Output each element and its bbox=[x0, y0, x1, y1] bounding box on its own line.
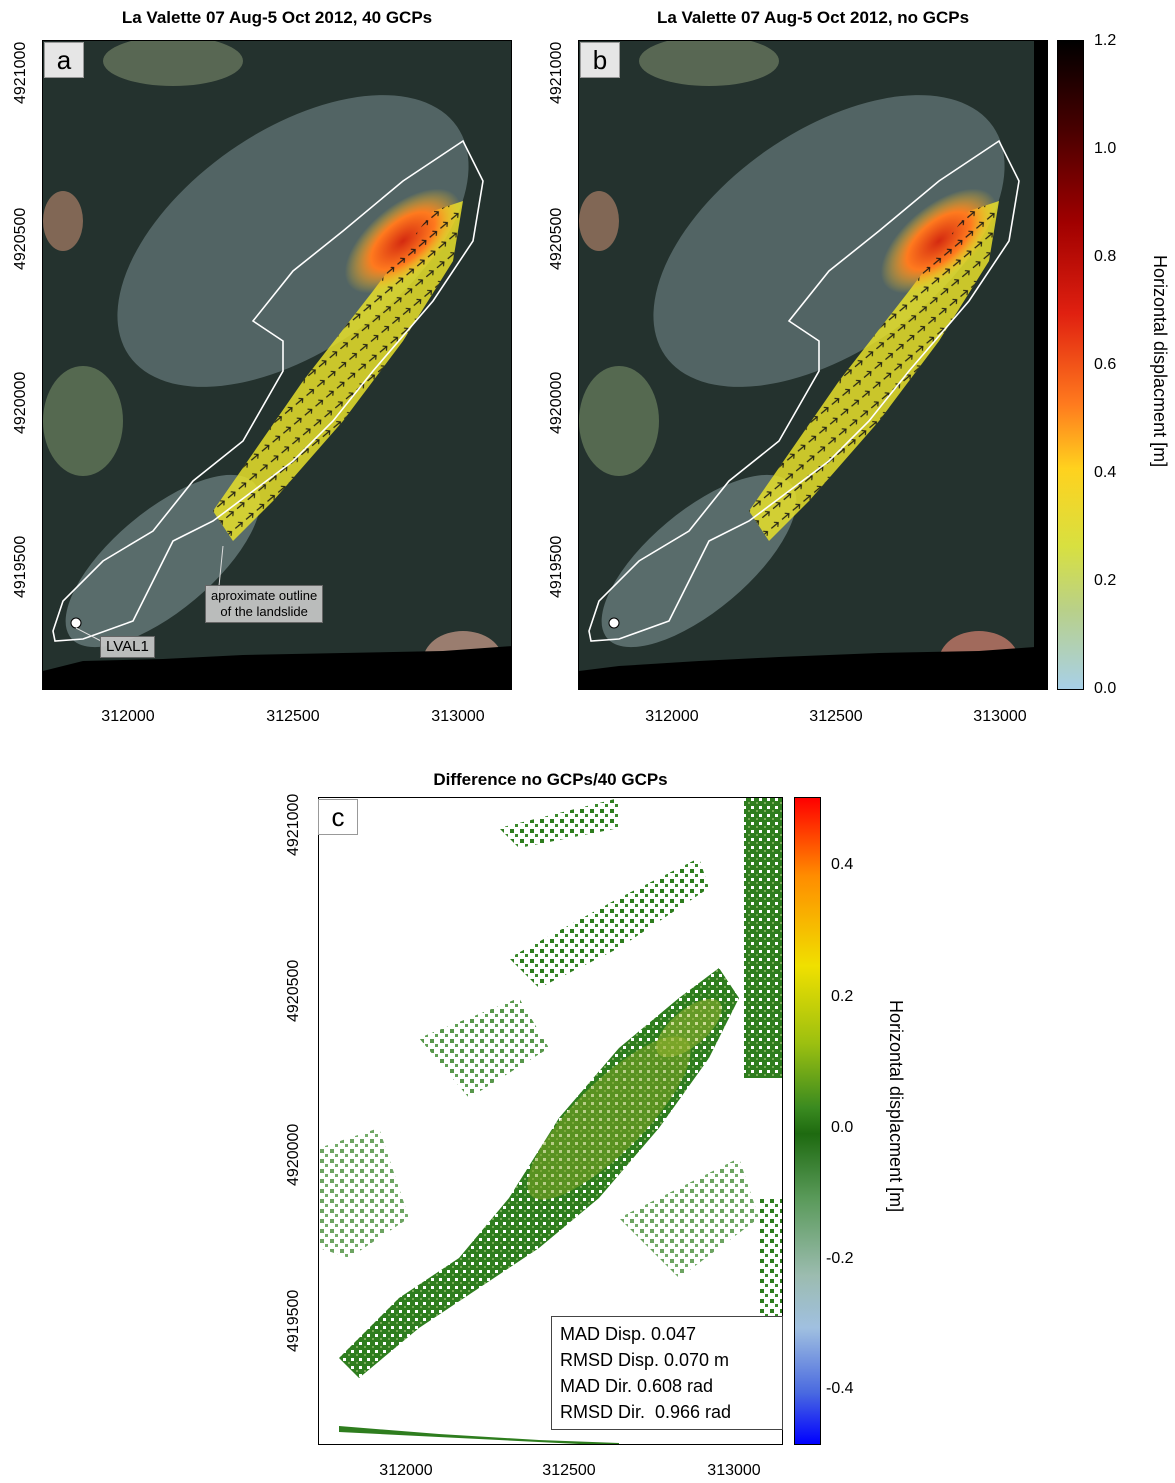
panel-b-ytick-3: 4920000 bbox=[548, 371, 565, 434]
colorbar-bottom-tick-2: 0.2 bbox=[831, 988, 854, 1005]
panel-c-ytick-3: 4920000 bbox=[285, 1123, 302, 1186]
stats-rmsd-dir: RMSD Dir. 0.966 rad bbox=[560, 1402, 732, 1422]
panel-a-xtick-1: 312000 bbox=[101, 708, 155, 725]
panel-b-canvas bbox=[579, 41, 1047, 689]
outline-label-line1: aproximate outline bbox=[211, 588, 318, 603]
station-label: LVAL1 bbox=[100, 636, 155, 658]
panel-a-xtick-2: 312500 bbox=[266, 708, 320, 725]
panel-a-xtick-3: 313000 bbox=[431, 708, 485, 725]
panel-c-xtick-3: 313000 bbox=[707, 1462, 761, 1479]
stats-box: MAD Disp. 0.047 RMSD Disp. 0.070 m MAD D… bbox=[551, 1316, 783, 1430]
panel-c-ytick-1: 4921000 bbox=[285, 793, 302, 856]
colorbar-bottom-tick-5: -0.4 bbox=[826, 1380, 854, 1397]
panel-b-xtick-3: 313000 bbox=[973, 708, 1027, 725]
colorbar-bottom-tick-4: -0.2 bbox=[826, 1250, 854, 1267]
colorbar-bottom-tick-3: 0.0 bbox=[831, 1119, 854, 1136]
colorbar-top bbox=[1057, 40, 1084, 690]
colorbar-top-label: Horizontal displacment [m] bbox=[1150, 255, 1170, 468]
panel-b-ytick-2: 4920500 bbox=[548, 207, 565, 270]
panel-a-ytick-1: 4921000 bbox=[12, 41, 29, 104]
panel-a-title: La Valette 07 Aug-5 Oct 2012, 40 GCPs bbox=[121, 8, 433, 27]
panel-b-xtick-1: 312000 bbox=[645, 708, 699, 725]
panel-c-xtick-1: 312000 bbox=[379, 1462, 433, 1479]
panel-b-title: La Valette 07 Aug-5 Oct 2012, no GCPs bbox=[656, 8, 970, 27]
colorbar-top-tick-6: 0.2 bbox=[1094, 572, 1117, 589]
station-point-b bbox=[608, 617, 620, 629]
panel-c-ytick-4: 4919500 bbox=[285, 1289, 302, 1352]
colorbar-top-tick-1: 1.2 bbox=[1094, 32, 1117, 49]
colorbar-bottom-label: Horizontal displacment [m] bbox=[886, 1000, 906, 1213]
panel-a-ytick-4: 4919500 bbox=[12, 535, 29, 598]
stats-mad-disp: MAD Disp. 0.047 bbox=[560, 1324, 697, 1344]
panel-c-title: Difference no GCPs/40 GCPs bbox=[433, 770, 668, 789]
station-point-a bbox=[70, 617, 82, 629]
panel-c-canvas bbox=[319, 798, 782, 1444]
colorbar-bottom bbox=[794, 797, 821, 1445]
outline-label: aproximate outline of the landslide bbox=[205, 585, 324, 623]
panel-c-ytick-2: 4920500 bbox=[285, 959, 302, 1022]
panel-a-letter: a bbox=[44, 42, 84, 78]
colorbar-top-tick-3: 0.8 bbox=[1094, 248, 1117, 265]
stats-mad-dir: MAD Dir. 0.608 rad bbox=[560, 1376, 714, 1396]
panel-c-xtick-2: 312500 bbox=[542, 1462, 596, 1479]
panel-b-ytick-4: 4919500 bbox=[548, 535, 565, 598]
panel-b-xtick-2: 312500 bbox=[809, 708, 863, 725]
panel-c-map bbox=[318, 797, 783, 1445]
outline-label-line2: of the landslide bbox=[220, 604, 308, 619]
colorbar-top-tick-2: 1.0 bbox=[1094, 140, 1117, 157]
landslide-outline-a bbox=[52, 139, 484, 642]
panel-a-canvas bbox=[43, 41, 511, 689]
panel-a-map bbox=[42, 40, 512, 690]
landslide-outline-b bbox=[588, 139, 1020, 642]
colorbar-bottom-tick-1: 0.4 bbox=[831, 856, 854, 873]
panel-a-ytick-3: 4920000 bbox=[12, 371, 29, 434]
panel-a-ytick-2: 4920500 bbox=[12, 207, 29, 270]
panel-b-letter: b bbox=[580, 42, 620, 78]
panel-c-letter: c bbox=[318, 799, 358, 835]
colorbar-top-tick-7: 0.0 bbox=[1094, 680, 1117, 697]
panel-b-ytick-1: 4921000 bbox=[548, 41, 565, 104]
panel-b-map bbox=[578, 40, 1048, 690]
stats-rmsd-disp: RMSD Disp. 0.070 m bbox=[560, 1350, 730, 1370]
colorbar-top-tick-4: 0.6 bbox=[1094, 356, 1117, 373]
colorbar-top-tick-5: 0.4 bbox=[1094, 464, 1117, 481]
